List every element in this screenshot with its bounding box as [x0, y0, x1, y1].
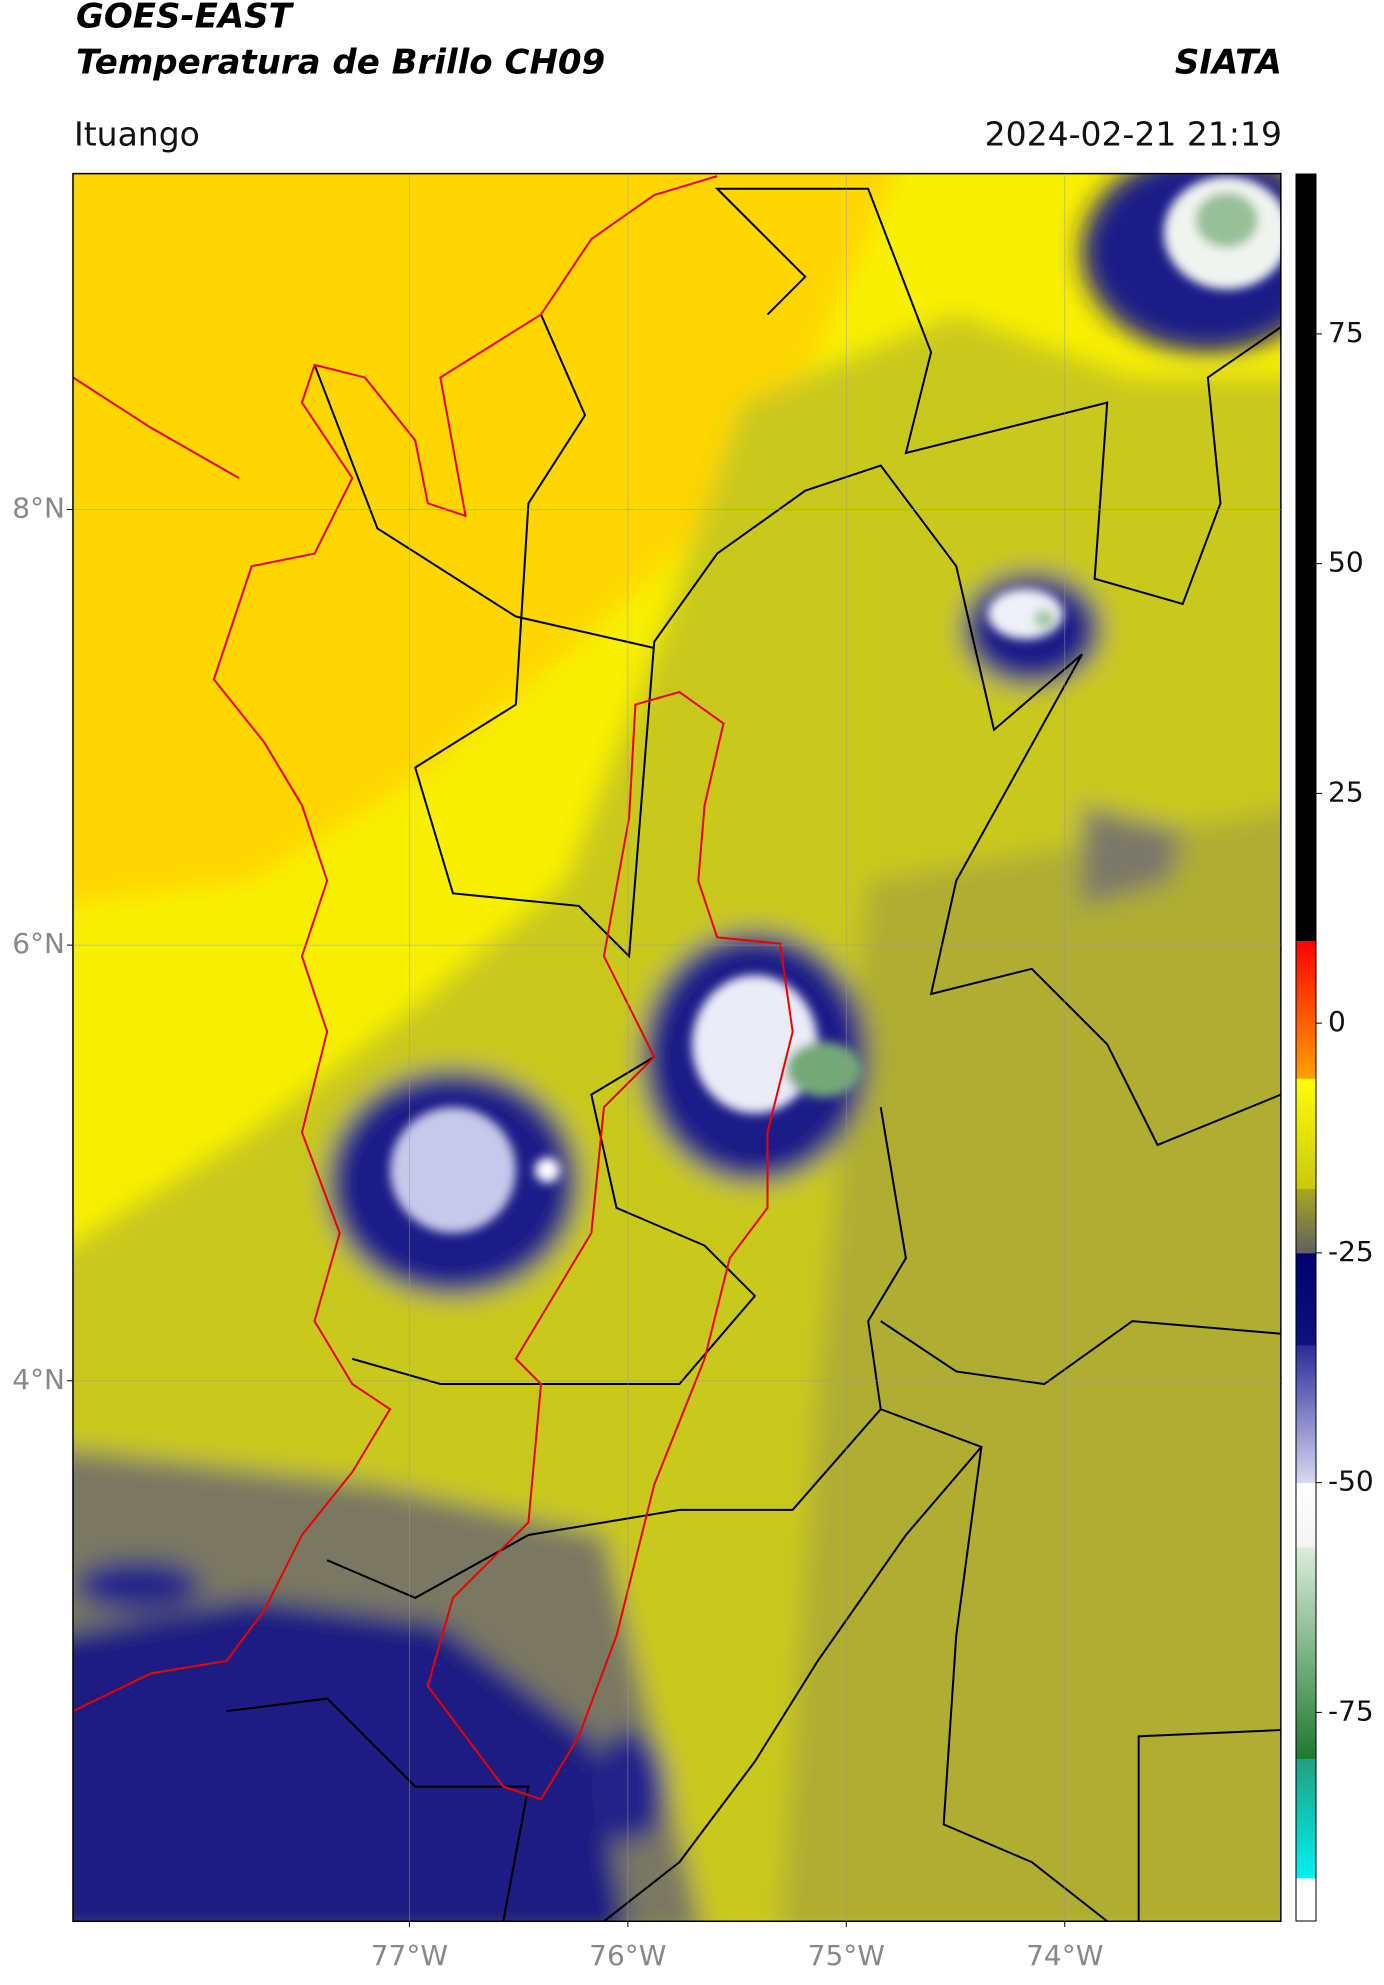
y-tick-label: 8°N [12, 491, 65, 524]
colorbar-tick-label: -75 [1328, 1694, 1374, 1727]
colorbar-segment [1296, 1188, 1316, 1254]
colorbar-segment [1296, 1252, 1316, 1346]
colorbar-segment [1296, 1877, 1316, 1922]
colorbar-segment [1296, 174, 1316, 941]
title: GOES-EAST [76, 0, 295, 37]
colorbar-segment [1296, 1344, 1316, 1484]
colorbar-tick-label: -50 [1328, 1465, 1374, 1498]
datetime: 2024-02-21 21:19 [985, 115, 1282, 154]
y-tick-label: 4°N [12, 1363, 65, 1396]
colorbar-tick-label: 0 [1328, 1005, 1346, 1038]
colorbar-segment [1296, 1546, 1316, 1759]
subtitle: Temperatura de Brillo CH09 [76, 43, 605, 83]
map-artwork [72, 172, 1282, 1923]
colorbar-tick-label: 75 [1328, 316, 1364, 349]
x-tick-label: 76°W [589, 1939, 666, 1972]
overlays: 77°W 76°W 75°W 74°W 8°N 6°N 4°N 75 50 25 0 -25 -50 -7… [12, 173, 1374, 1972]
admin-borders [226, 187, 1281, 1922]
colorbar-segment [1296, 1482, 1316, 1548]
colorbar-tick-label: 50 [1328, 546, 1364, 579]
source: SIATA [1175, 43, 1282, 83]
colorbar-segment [1296, 1078, 1316, 1190]
cold-cores [390, 176, 1281, 1234]
map-frame [72, 172, 1282, 1923]
colorbar-frame [1295, 173, 1317, 1922]
colorbar-tick-label: 25 [1328, 775, 1364, 808]
colorbar-segment [1296, 1758, 1316, 1879]
colorbar-tick-label: -25 [1328, 1235, 1374, 1268]
x-tick-label: 74°W [1026, 1939, 1103, 1972]
coast-and-basin [72, 175, 794, 1801]
x-tick-label: 77°W [371, 1939, 448, 1972]
x-tick-label: 75°W [808, 1939, 885, 1972]
location: Ituango [74, 115, 200, 154]
y-tick-label: 6°N [12, 927, 65, 960]
colorbar-segment [1296, 940, 1316, 1079]
